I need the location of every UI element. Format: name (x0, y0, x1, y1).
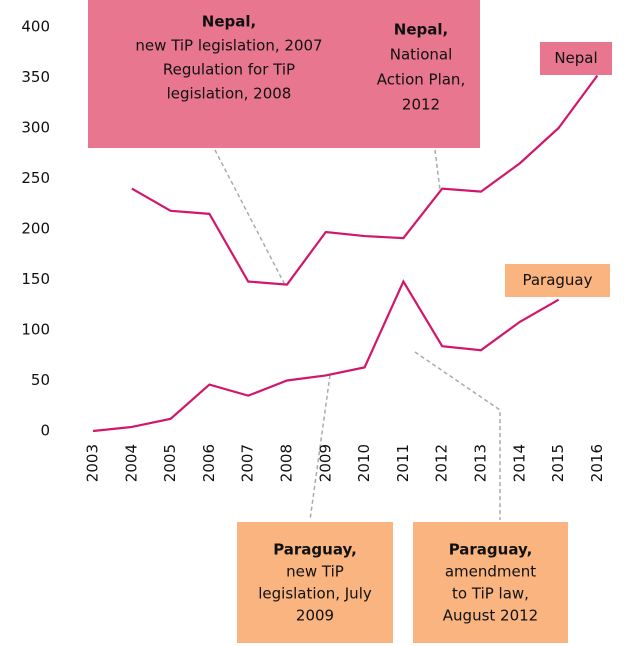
x-tick-label: 2011 (394, 444, 412, 482)
annotation-text: August 2012 (443, 607, 538, 625)
legend-box (540, 42, 612, 75)
annotation-text: 2012 (402, 96, 440, 114)
y-tick-label: 0 (40, 422, 50, 440)
x-tick-label: 2015 (549, 444, 567, 482)
y-tick-label: 100 (21, 321, 50, 339)
annotation-title: Paraguay, (273, 541, 357, 559)
annotation-text: legislation, 2008 (167, 85, 292, 103)
y-tick-label: 250 (21, 169, 50, 187)
connector (214, 149, 286, 286)
annotation-text: 2009 (296, 607, 334, 625)
annotation-box (237, 522, 393, 643)
x-tick-label: 2014 (510, 444, 528, 482)
annotation-text: new TiP (286, 563, 344, 581)
x-tick-label: 2016 (588, 444, 606, 482)
annotation-text: amendment (445, 563, 536, 581)
annotation-box (88, 0, 370, 148)
x-tick-label: 2013 (472, 444, 490, 482)
annotation-title: Paraguay, (449, 541, 533, 559)
x-tick-label: 2012 (433, 444, 451, 482)
y-tick-label: 200 (21, 220, 50, 238)
annotation-box (413, 522, 568, 643)
series-line (92, 279, 560, 433)
x-tick-label: 2010 (355, 444, 373, 482)
x-tick-label: 2003 (84, 444, 102, 482)
annotation-text: new TiP legislation, 2007 (135, 37, 322, 55)
annotation-title: Nepal, (394, 21, 448, 39)
annotation-text: to TiP law, (452, 585, 529, 603)
x-tick-label: 2008 (278, 444, 296, 482)
legend-label: Nepal (554, 49, 597, 67)
annotation-title: Nepal, (202, 13, 256, 31)
x-tick-label: 2007 (239, 444, 257, 482)
annotation-text: National (390, 46, 453, 64)
annotation-text: Regulation for TiP (163, 61, 295, 79)
x-tick-label: 2005 (161, 444, 179, 482)
y-tick-label: 350 (21, 68, 50, 86)
y-tick-label: 400 (21, 18, 50, 36)
x-tick-label: 2006 (200, 444, 218, 482)
connector (414, 351, 501, 520)
annotation-text: Action Plan, (377, 71, 465, 89)
legend-label: Paraguay (522, 271, 592, 289)
x-tick-label: 2009 (316, 444, 334, 482)
connector (434, 149, 441, 191)
y-tick-label: 50 (31, 371, 50, 389)
legend-box (505, 264, 610, 297)
y-tick-label: 300 (21, 119, 50, 137)
annotation-text: legislation, July (258, 585, 372, 603)
x-tick-label: 2004 (122, 444, 140, 482)
series-line (131, 74, 599, 286)
y-tick-label: 150 (21, 270, 50, 288)
annotation-box (362, 0, 480, 148)
connector (309, 374, 331, 521)
